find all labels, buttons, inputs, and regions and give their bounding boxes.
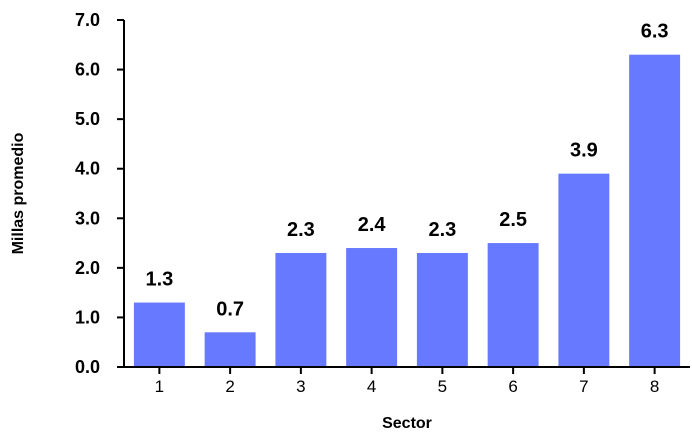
bar	[275, 252, 327, 367]
y-tick-label: 1.0	[75, 307, 100, 327]
y-tick-label: 3.0	[75, 208, 100, 228]
x-tick-label: 1	[155, 377, 164, 396]
bar	[133, 302, 185, 367]
y-tick-label: 2.0	[75, 258, 100, 278]
y-axis-ticks: 0.0 1.0 2.0 3.0 4.0 5.0 6.0 7.0	[75, 10, 124, 377]
bar-value-label: 6.3	[641, 21, 669, 43]
x-axis-title: Sector	[382, 415, 432, 432]
y-tick-label: 6.0	[75, 60, 100, 80]
x-tick-label: 4	[367, 377, 376, 396]
data-labels: 1.3 0.7 2.3 2.4 2.3 2.5 3.9 6.3	[145, 21, 668, 321]
x-axis-ticks: 1 2 3 4 5 6 7 8	[155, 367, 659, 396]
x-tick-label: 8	[650, 377, 659, 396]
bar	[346, 248, 398, 367]
bar	[204, 332, 256, 367]
bar	[629, 54, 681, 367]
x-tick-label: 5	[438, 377, 447, 396]
x-tick-label: 3	[296, 377, 305, 396]
bar-value-label: 2.5	[499, 209, 527, 231]
bar	[558, 173, 610, 367]
y-tick-label: 0.0	[75, 357, 100, 377]
x-tick-label: 7	[579, 377, 588, 396]
y-tick-label: 4.0	[75, 159, 100, 179]
y-tick-label: 7.0	[75, 10, 100, 30]
bar-value-label: 1.3	[145, 269, 173, 291]
bar-value-label: 0.7	[216, 298, 244, 320]
bar-value-label: 2.4	[358, 214, 387, 236]
bar-value-label: 2.3	[428, 219, 456, 241]
bar	[487, 243, 539, 367]
y-axis-title: Millas promedio	[10, 132, 27, 254]
x-tick-label: 2	[225, 377, 234, 396]
bar-value-label: 2.3	[287, 219, 315, 241]
bars	[133, 54, 681, 367]
y-tick-label: 5.0	[75, 109, 100, 129]
bar	[416, 252, 468, 367]
bar-value-label: 3.9	[570, 140, 598, 162]
x-tick-label: 6	[508, 377, 517, 396]
